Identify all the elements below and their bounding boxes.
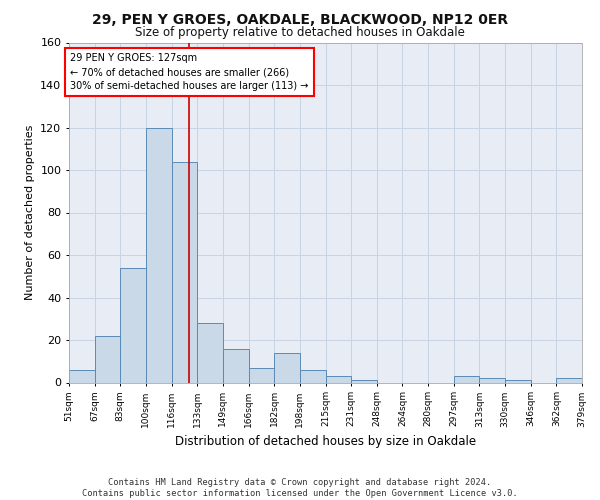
Bar [223,348,248,382]
Bar [505,380,531,382]
Text: Contains HM Land Registry data © Crown copyright and database right 2024.
Contai: Contains HM Land Registry data © Crown c… [82,478,518,498]
Bar [248,368,274,382]
Bar [454,376,479,382]
Text: 29, PEN Y GROES, OAKDALE, BLACKWOOD, NP12 0ER: 29, PEN Y GROES, OAKDALE, BLACKWOOD, NP1… [92,12,508,26]
Bar [300,370,325,382]
Bar [146,128,172,382]
Bar [325,376,351,382]
Bar [95,336,121,382]
Bar [172,162,197,382]
Y-axis label: Number of detached properties: Number of detached properties [25,125,35,300]
Bar [274,353,300,382]
Bar [556,378,582,382]
Bar [197,323,223,382]
X-axis label: Distribution of detached houses by size in Oakdale: Distribution of detached houses by size … [175,435,476,448]
Bar [351,380,377,382]
Bar [121,268,146,382]
Text: 29 PEN Y GROES: 127sqm
← 70% of detached houses are smaller (266)
30% of semi-de: 29 PEN Y GROES: 127sqm ← 70% of detached… [70,53,308,91]
Bar [479,378,505,382]
Text: Size of property relative to detached houses in Oakdale: Size of property relative to detached ho… [135,26,465,39]
Bar [69,370,95,382]
